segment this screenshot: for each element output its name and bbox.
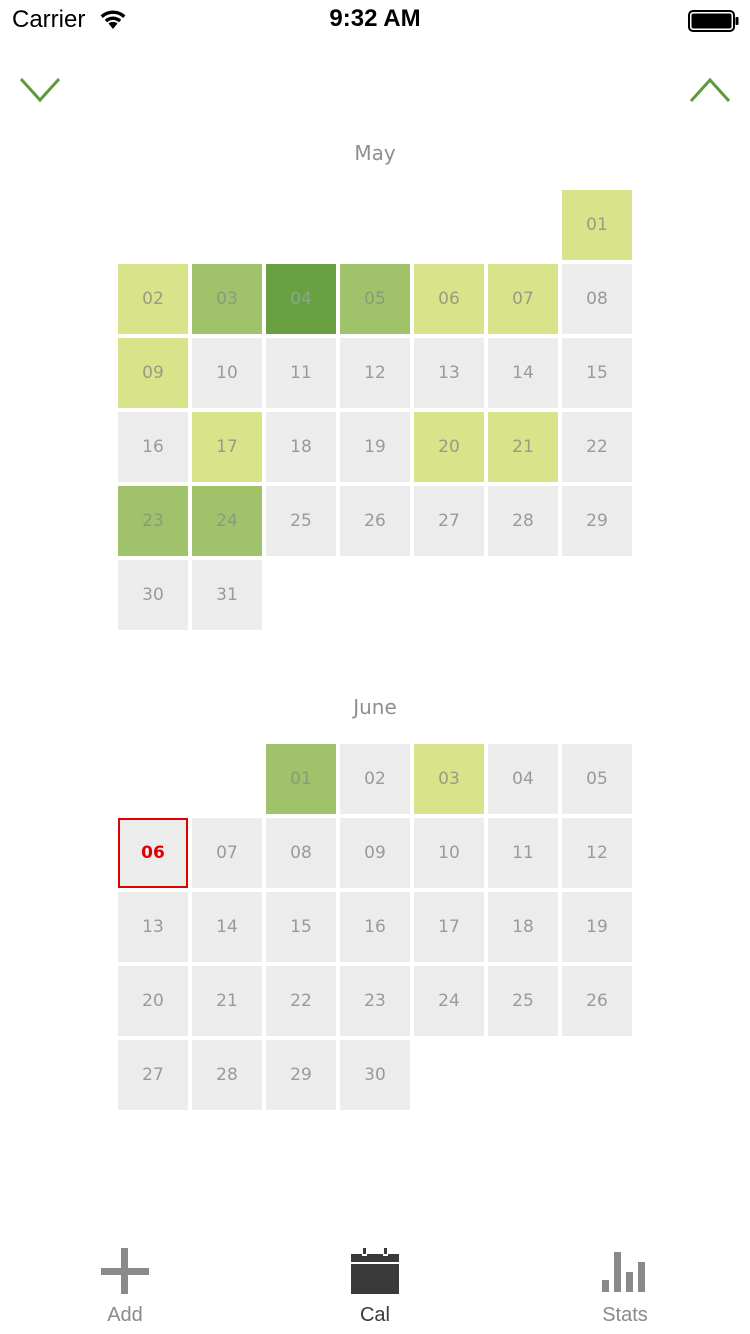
day-cell[interactable]: 03 xyxy=(192,264,262,334)
day-cell[interactable]: 23 xyxy=(340,966,410,1036)
day-cell[interactable]: 26 xyxy=(562,966,632,1036)
day-cell[interactable]: 29 xyxy=(266,1040,336,1110)
day-cell[interactable]: 28 xyxy=(488,486,558,556)
day-cell[interactable]: 05 xyxy=(340,264,410,334)
tab-stats[interactable]: Stats xyxy=(550,1240,700,1334)
day-cell[interactable]: 28 xyxy=(192,1040,262,1110)
day-cell[interactable]: 22 xyxy=(562,412,632,482)
day-cell[interactable]: 23 xyxy=(118,486,188,556)
day-cell[interactable]: 24 xyxy=(414,966,484,1036)
tab-stats-label: Stats xyxy=(602,1304,648,1326)
day-cell[interactable]: 02 xyxy=(118,264,188,334)
day-cell[interactable]: 08 xyxy=(562,264,632,334)
day-cell[interactable]: 19 xyxy=(562,892,632,962)
day-cell[interactable]: 09 xyxy=(118,338,188,408)
tab-add[interactable]: Add xyxy=(50,1240,200,1334)
day-cell[interactable]: 16 xyxy=(340,892,410,962)
day-cell[interactable]: 01 xyxy=(562,190,632,260)
day-cell[interactable]: 17 xyxy=(414,892,484,962)
day-cell[interactable]: 10 xyxy=(414,818,484,888)
day-cell-today[interactable]: 06 xyxy=(118,818,188,888)
day-cell[interactable]: 26 xyxy=(340,486,410,556)
day-cell[interactable]: 09 xyxy=(340,818,410,888)
day-cell[interactable]: 30 xyxy=(340,1040,410,1110)
month-title-june: June xyxy=(353,695,397,719)
day-cell[interactable]: 04 xyxy=(266,264,336,334)
tab-add-label: Add xyxy=(107,1304,143,1326)
day-cell[interactable]: 15 xyxy=(562,338,632,408)
previous-month-button[interactable] xyxy=(16,70,66,110)
day-cell[interactable]: 17 xyxy=(192,412,262,482)
day-cell[interactable]: 18 xyxy=(488,892,558,962)
day-cell[interactable]: 27 xyxy=(414,486,484,556)
day-cell[interactable]: 30 xyxy=(118,560,188,630)
day-cell[interactable]: 02 xyxy=(340,744,410,814)
day-cell[interactable]: 25 xyxy=(266,486,336,556)
day-cell[interactable]: 11 xyxy=(266,338,336,408)
tab-cal[interactable]: Cal xyxy=(300,1240,450,1334)
calendar-icon xyxy=(351,1248,399,1294)
day-cell[interactable]: 03 xyxy=(414,744,484,814)
day-cell[interactable]: 19 xyxy=(340,412,410,482)
battery-icon xyxy=(688,10,739,32)
day-cell[interactable]: 31 xyxy=(192,560,262,630)
plus-icon xyxy=(101,1248,149,1294)
day-cell[interactable]: 07 xyxy=(488,264,558,334)
day-cell[interactable]: 20 xyxy=(414,412,484,482)
day-cell[interactable]: 14 xyxy=(192,892,262,962)
day-cell[interactable]: 20 xyxy=(118,966,188,1036)
bar-chart-icon xyxy=(602,1252,645,1292)
day-cell[interactable]: 24 xyxy=(192,486,262,556)
carrier-label: Carrier xyxy=(12,6,86,33)
day-cell[interactable]: 27 xyxy=(118,1040,188,1110)
day-cell[interactable]: 13 xyxy=(414,338,484,408)
day-cell[interactable]: 05 xyxy=(562,744,632,814)
status-bar: Carrier 9:32 AM xyxy=(0,0,750,40)
day-cell[interactable]: 08 xyxy=(266,818,336,888)
day-cell[interactable]: 12 xyxy=(340,338,410,408)
next-month-button[interactable] xyxy=(686,70,736,110)
day-cell[interactable]: 13 xyxy=(118,892,188,962)
day-cell[interactable]: 12 xyxy=(562,818,632,888)
day-cell[interactable]: 22 xyxy=(266,966,336,1036)
month-title-may: May xyxy=(354,141,396,165)
day-cell[interactable]: 21 xyxy=(192,966,262,1036)
day-cell[interactable]: 07 xyxy=(192,818,262,888)
day-cell[interactable]: 10 xyxy=(192,338,262,408)
day-cell[interactable]: 11 xyxy=(488,818,558,888)
tab-cal-label: Cal xyxy=(359,1304,390,1326)
day-cell[interactable]: 01 xyxy=(266,744,336,814)
wifi-icon xyxy=(100,10,126,29)
day-cell[interactable]: 15 xyxy=(266,892,336,962)
status-time: 9:32 AM xyxy=(329,5,421,32)
day-cell[interactable]: 06 xyxy=(414,264,484,334)
day-cell[interactable]: 16 xyxy=(118,412,188,482)
day-cell[interactable]: 04 xyxy=(488,744,558,814)
day-cell[interactable]: 14 xyxy=(488,338,558,408)
day-cell[interactable]: 25 xyxy=(488,966,558,1036)
day-cell[interactable]: 18 xyxy=(266,412,336,482)
day-cell[interactable]: 29 xyxy=(562,486,632,556)
chevron-down-icon xyxy=(19,77,61,103)
chevron-up-icon xyxy=(689,77,731,103)
day-cell[interactable]: 21 xyxy=(488,412,558,482)
